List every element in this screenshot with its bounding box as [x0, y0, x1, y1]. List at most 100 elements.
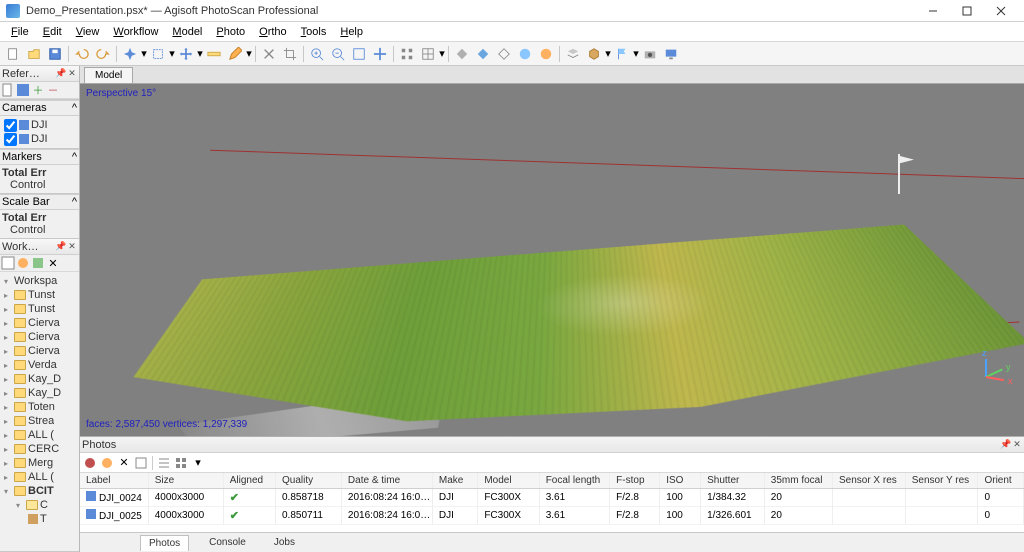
ws-icon[interactable]: [1, 256, 15, 270]
tree-item[interactable]: ▸ALL (: [2, 470, 77, 484]
zoom-fit-icon[interactable]: [349, 44, 369, 64]
new-icon[interactable]: [3, 44, 23, 64]
zoom-out-icon[interactable]: [328, 44, 348, 64]
nav-dropdown[interactable]: ▾: [141, 47, 147, 60]
reference-tab-label[interactable]: Refer…: [2, 68, 55, 80]
photos-table[interactable]: LabelSizeAlignedQualityDate & timeMakeMo…: [80, 473, 1024, 525]
flag-icon[interactable]: [612, 44, 632, 64]
diamond2-icon[interactable]: [473, 44, 493, 64]
tree-item[interactable]: ▸Cierva: [2, 330, 77, 344]
ph-view-list-icon[interactable]: [156, 455, 172, 471]
ws-icon[interactable]: [16, 256, 30, 270]
ws-icon[interactable]: ✕: [46, 256, 60, 270]
photos-col-header[interactable]: Orient: [978, 473, 1024, 489]
maximize-button[interactable]: [950, 1, 984, 21]
grid-icon[interactable]: [397, 44, 417, 64]
zoom-in-icon[interactable]: [307, 44, 327, 64]
photos-col-header[interactable]: Label: [80, 473, 148, 489]
menu-workflow[interactable]: Workflow: [106, 24, 165, 40]
move-dropdown[interactable]: ▾: [197, 47, 203, 60]
photos-col-header[interactable]: Quality: [276, 473, 342, 489]
tree-item[interactable]: ▸Tunst: [2, 288, 77, 302]
ref-save-icon[interactable]: [16, 83, 30, 97]
photos-col-header[interactable]: Model: [478, 473, 539, 489]
ref-page-icon[interactable]: [1, 83, 15, 97]
photos-col-header[interactable]: Make: [432, 473, 477, 489]
tree-item[interactable]: ▸CERC: [2, 442, 77, 456]
box-dropdown[interactable]: ▾: [605, 47, 611, 60]
tree-item[interactable]: ▸Cierva: [2, 316, 77, 330]
menu-file[interactable]: File: [4, 24, 36, 40]
ph-view-thumb-icon[interactable]: [173, 455, 189, 471]
pencil-icon[interactable]: [225, 44, 245, 64]
menu-model[interactable]: Model: [165, 24, 209, 40]
tree-item[interactable]: ▸ALL (: [2, 428, 77, 442]
pencil-dropdown[interactable]: ▾: [246, 47, 252, 60]
tree-leaf[interactable]: T: [2, 512, 77, 526]
photos-col-header[interactable]: Aligned: [223, 473, 275, 489]
tree-root[interactable]: ▾Workspa: [2, 274, 77, 288]
ph-icon[interactable]: ✕: [116, 455, 132, 471]
camera-checkbox[interactable]: [4, 133, 17, 146]
cut-icon[interactable]: [259, 44, 279, 64]
photos-col-header[interactable]: Date & time: [341, 473, 432, 489]
ws-icon[interactable]: [31, 256, 45, 270]
axis-gizmo[interactable]: z y x: [966, 356, 1006, 396]
photos-col-header[interactable]: Sensor X res: [832, 473, 905, 489]
bottom-tab-jobs[interactable]: Jobs: [266, 535, 303, 550]
select-dropdown[interactable]: ▾: [169, 47, 175, 60]
model-viewport[interactable]: Perspective 15° z y x faces: 2,587,450 v…: [80, 84, 1024, 436]
ph-dropdown[interactable]: ▾: [190, 455, 206, 471]
pin-icon[interactable]: 📌: [56, 242, 66, 252]
crop-icon[interactable]: [280, 44, 300, 64]
tree-item[interactable]: ▸Merg: [2, 456, 77, 470]
menu-help[interactable]: Help: [333, 24, 370, 40]
workspace-tree[interactable]: ▾Workspa ▸Tunst▸Tunst▸Cierva▸Cierva▸Cier…: [0, 272, 79, 551]
camera-row[interactable]: DJI: [2, 118, 77, 132]
photos-row[interactable]: DJI_00254000x3000✔0.8507112016:08:24 16:…: [80, 507, 1024, 525]
grid-dropdown[interactable]: ▾: [439, 47, 445, 60]
photos-col-header[interactable]: ISO: [660, 473, 701, 489]
close-icon[interactable]: ✕: [67, 242, 77, 252]
nav-icon[interactable]: [120, 44, 140, 64]
close-button[interactable]: [984, 1, 1018, 21]
layers-icon[interactable]: [563, 44, 583, 64]
pan-icon[interactable]: [370, 44, 390, 64]
pin-icon[interactable]: 📌: [1001, 440, 1011, 450]
photos-col-header[interactable]: Focal length: [539, 473, 609, 489]
tree-item[interactable]: ▸Kay_D: [2, 372, 77, 386]
ruler-icon[interactable]: [204, 44, 224, 64]
close-icon[interactable]: ✕: [1012, 440, 1022, 450]
redo-icon[interactable]: [93, 44, 113, 64]
ph-icon[interactable]: [133, 455, 149, 471]
tab-model[interactable]: Model: [84, 67, 133, 83]
sphere1-icon[interactable]: [515, 44, 535, 64]
bottom-tab-photos[interactable]: Photos: [140, 535, 189, 551]
camera-row[interactable]: DJI: [2, 132, 77, 146]
menu-edit[interactable]: Edit: [36, 24, 69, 40]
pin-icon[interactable]: 📌: [56, 69, 66, 79]
box-icon[interactable]: [584, 44, 604, 64]
ph-icon[interactable]: [82, 455, 98, 471]
sphere2-icon[interactable]: [536, 44, 556, 64]
move-icon[interactable]: [176, 44, 196, 64]
monitor-icon[interactable]: [661, 44, 681, 64]
diamond3-icon[interactable]: [494, 44, 514, 64]
tree-item[interactable]: ▸Strea: [2, 414, 77, 428]
photos-col-header[interactable]: Size: [148, 473, 223, 489]
menu-view[interactable]: View: [69, 24, 107, 40]
bottom-tab-console[interactable]: Console: [201, 535, 254, 550]
minimize-button[interactable]: [916, 1, 950, 21]
menu-ortho[interactable]: Ortho: [252, 24, 294, 40]
save-icon[interactable]: [45, 44, 65, 64]
select-rect-icon[interactable]: [148, 44, 168, 64]
photos-col-header[interactable]: F-stop: [610, 473, 660, 489]
ph-icon[interactable]: [99, 455, 115, 471]
open-icon[interactable]: [24, 44, 44, 64]
photos-row[interactable]: DJI_00244000x3000✔0.8587182016:08:24 16:…: [80, 489, 1024, 507]
diamond1-icon[interactable]: [452, 44, 472, 64]
menu-photo[interactable]: Photo: [209, 24, 252, 40]
photos-col-header[interactable]: Shutter: [701, 473, 765, 489]
photos-col-header[interactable]: Sensor Y res: [905, 473, 978, 489]
tree-item[interactable]: ▸Verda: [2, 358, 77, 372]
